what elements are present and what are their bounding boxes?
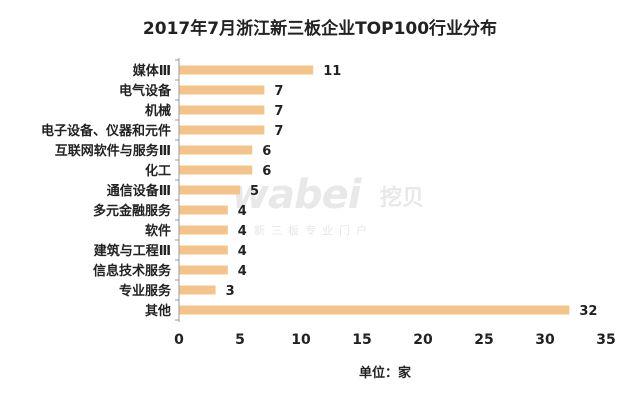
x-tick-label: 5 <box>235 332 245 348</box>
category-label: 建筑与工程Ⅲ <box>94 243 171 259</box>
bar <box>179 165 253 175</box>
x-tick-label: 35 <box>596 332 615 348</box>
data-label: 7 <box>274 104 283 119</box>
category-label: 信息技术服务 <box>93 263 172 279</box>
bar <box>179 85 265 95</box>
category-label: 多元金融服务 <box>93 203 172 219</box>
axes-layer <box>175 58 180 322</box>
category-label: 电气设备 <box>119 83 172 99</box>
bar <box>179 225 228 235</box>
category-label: 其他 <box>145 303 171 319</box>
bar <box>179 105 265 115</box>
bars-layer <box>179 65 570 315</box>
bar <box>179 185 240 195</box>
bar <box>179 265 228 275</box>
data-label: 4 <box>238 204 247 219</box>
x-tick-label: 15 <box>352 332 371 348</box>
data-label: 32 <box>579 304 597 319</box>
chart-title: 2017年7月浙江新三板企业TOP100行业分布 <box>142 19 498 39</box>
bar <box>179 145 253 155</box>
labels-layer: 媒体Ⅲ 11 电气设备 7 机械 7 电子设备、仪器和元件 7 互联网软件与服务Ⅲ 6 化工 6 通信设… <box>41 63 616 348</box>
category-label: 媒体Ⅲ <box>133 63 171 79</box>
watermark-logo: wabei 挖贝 新三板专业门户 <box>232 172 432 242</box>
watermark-tagline: 新三板专业门户 <box>254 224 373 237</box>
data-label: 6 <box>262 164 271 179</box>
bar <box>179 285 216 295</box>
category-label: 互联网软件与服务Ⅲ <box>55 143 171 159</box>
bar <box>179 245 228 255</box>
data-label: 7 <box>274 124 283 139</box>
bar <box>179 125 265 135</box>
x-tick-label: 25 <box>474 332 493 348</box>
category-label: 机械 <box>145 103 171 119</box>
category-label: 电子设备、仪器和元件 <box>41 123 171 139</box>
data-label: 4 <box>238 264 247 279</box>
category-label: 专业服务 <box>119 283 172 299</box>
watermark-wordmark: wabei <box>232 172 361 218</box>
data-label: 3 <box>226 284 235 299</box>
data-label: 4 <box>238 224 247 239</box>
data-label: 6 <box>262 144 271 159</box>
data-label: 5 <box>250 184 259 199</box>
x-tick-label: 30 <box>535 332 555 348</box>
x-axis-label: 单位：家 <box>358 366 411 381</box>
watermark-brand: 挖贝 <box>380 186 425 211</box>
category-label: 通信设备Ⅲ <box>107 183 171 199</box>
category-label: 化工 <box>145 163 171 179</box>
x-tick-label: 0 <box>174 332 184 348</box>
bar <box>179 65 314 75</box>
data-label: 11 <box>323 64 341 79</box>
category-label: 软件 <box>145 223 171 239</box>
bar <box>179 205 228 215</box>
data-label: 7 <box>274 84 283 99</box>
data-label: 4 <box>238 244 247 259</box>
x-tick-label: 20 <box>413 332 433 348</box>
bar <box>179 305 570 315</box>
x-tick-label: 10 <box>291 332 311 348</box>
